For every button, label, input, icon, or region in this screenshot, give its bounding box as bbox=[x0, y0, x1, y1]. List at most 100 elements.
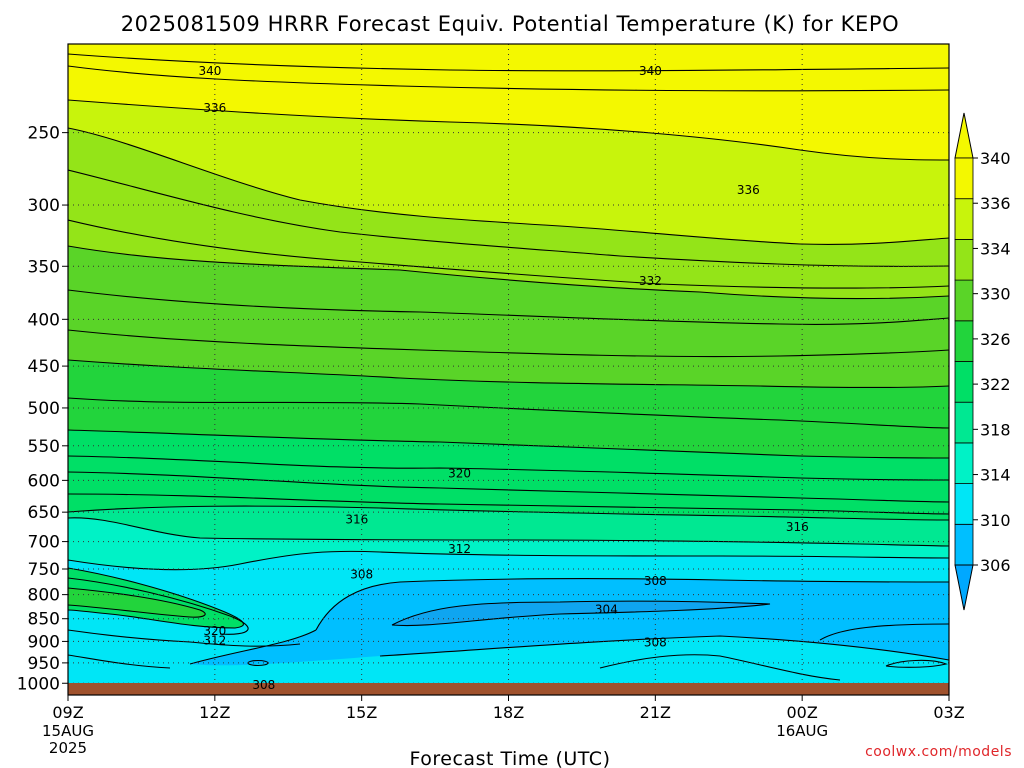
contour-line bbox=[68, 65, 949, 92]
contour-line bbox=[68, 505, 949, 521]
y-tick-label: 750 bbox=[28, 560, 60, 580]
contour-line bbox=[189, 629, 317, 665]
colorbar-label: 326 bbox=[980, 330, 1011, 349]
y-axis: 2503003504004505005506006507007508008509… bbox=[17, 124, 68, 694]
contour-label-text: 340 bbox=[639, 64, 662, 78]
colorbar-swatch bbox=[954, 279, 974, 322]
y-tick-label: 450 bbox=[28, 357, 60, 377]
terrain bbox=[68, 683, 949, 695]
contour-label-text: 308 bbox=[644, 636, 667, 650]
x-tick-label: 18Z bbox=[493, 703, 524, 722]
contour-label: 340 bbox=[198, 64, 221, 78]
contour-line bbox=[885, 659, 948, 668]
contour-label: 320 bbox=[448, 467, 471, 481]
contour-label: 316 bbox=[786, 520, 809, 534]
colorbar-label: 336 bbox=[980, 194, 1011, 213]
contour-line bbox=[68, 329, 949, 358]
contour-line bbox=[315, 578, 949, 631]
contour-line bbox=[819, 623, 949, 641]
colorbar-label: 322 bbox=[980, 375, 1011, 394]
x-tick-label: 00Z bbox=[787, 703, 818, 722]
contour-label-text: 312 bbox=[203, 634, 226, 648]
contour-line bbox=[68, 550, 949, 571]
contour-line bbox=[379, 635, 949, 661]
colorbar-label: 306 bbox=[980, 556, 1011, 575]
contour-line bbox=[68, 493, 949, 515]
contour-line bbox=[68, 289, 949, 325]
x-tick-sublabel: 16AUG bbox=[776, 722, 828, 740]
contour-line bbox=[68, 169, 949, 267]
contour-line bbox=[68, 127, 949, 245]
band-306 bbox=[190, 578, 949, 666]
x-tick-label: 09Z bbox=[52, 703, 83, 722]
contour-label: 332 bbox=[639, 274, 662, 288]
contour-label: 304 bbox=[595, 602, 618, 616]
colorbar-label: 330 bbox=[980, 285, 1011, 304]
y-tick-label: 700 bbox=[28, 533, 60, 553]
contour-line bbox=[68, 587, 206, 618]
x-tick-sublabel: 15AUG bbox=[42, 722, 94, 740]
contour-label: 308 bbox=[644, 574, 667, 588]
contour-line bbox=[68, 455, 949, 481]
y-tick-label: 550 bbox=[28, 437, 60, 457]
contour-fill bbox=[68, 44, 949, 695]
y-tick-label: 300 bbox=[28, 196, 60, 216]
colorbar-swatch bbox=[954, 361, 974, 403]
colorbar-swatch bbox=[954, 198, 974, 240]
contour-line bbox=[68, 471, 949, 503]
y-tick-label: 250 bbox=[28, 124, 60, 144]
contour-label-text: 312 bbox=[448, 542, 471, 556]
y-tick-label: 1000 bbox=[17, 674, 60, 694]
contour-label-text: 316 bbox=[786, 520, 809, 534]
colorbar-label: 314 bbox=[980, 466, 1011, 485]
colorbar-label: 310 bbox=[980, 511, 1011, 530]
y-tick-label: 950 bbox=[28, 654, 60, 674]
contour-label-text: 304 bbox=[595, 602, 618, 616]
contour-line bbox=[68, 99, 949, 161]
colorbar: 340 336 334 330 326 322 318 314 310 306 bbox=[954, 112, 1011, 611]
contour-label-text: 320 bbox=[448, 467, 471, 481]
contour-label: 340 bbox=[639, 64, 662, 78]
colorbar-bottom-arrow bbox=[954, 564, 974, 611]
contour-line bbox=[68, 629, 301, 647]
colorbar-swatch bbox=[954, 320, 974, 362]
y-tick-label: 900 bbox=[28, 632, 60, 652]
y-tick-label: 400 bbox=[28, 310, 60, 330]
x-tick-label: 12Z bbox=[199, 703, 230, 722]
contour-label: 312 bbox=[448, 542, 471, 556]
colorbar-swatch bbox=[954, 483, 974, 525]
y-tick-label: 600 bbox=[28, 471, 60, 491]
chart-title: 2025081509 HRRR Forecast Equiv. Potentia… bbox=[121, 12, 900, 36]
warm-nose-left-inner bbox=[68, 588, 206, 618]
contour-label-text: 332 bbox=[639, 274, 662, 288]
colorbar-swatch bbox=[954, 401, 974, 444]
contour-line bbox=[68, 567, 244, 629]
contour-line bbox=[68, 517, 949, 547]
y-tick-label: 800 bbox=[28, 586, 60, 606]
contour-lines bbox=[68, 53, 949, 681]
y-tick-label: 650 bbox=[28, 503, 60, 523]
contour-line bbox=[68, 577, 249, 635]
y-tick-label: 500 bbox=[28, 399, 60, 419]
contour-line bbox=[68, 654, 171, 669]
colorbar-top-arrow bbox=[954, 112, 974, 159]
credit-text: coolwx.com/models bbox=[865, 744, 1012, 760]
colorbar-swatch bbox=[954, 442, 974, 484]
colorbar-label: 318 bbox=[980, 420, 1011, 439]
contour-label: 308 bbox=[252, 678, 275, 692]
contour-line bbox=[68, 219, 949, 289]
x-tick-sublabel: 2025 bbox=[49, 739, 87, 757]
x-tick-label: 03Z bbox=[933, 703, 964, 722]
contour-label: 308 bbox=[350, 567, 373, 581]
colorbar-swatch bbox=[954, 157, 974, 200]
x-axis-label: Forecast Time (UTC) bbox=[410, 748, 611, 768]
contour-line bbox=[68, 397, 949, 429]
contour-label-text: 308 bbox=[252, 678, 275, 692]
contour-label: 316 bbox=[345, 512, 368, 526]
contour-line bbox=[68, 53, 949, 72]
contour-label: 320 bbox=[203, 624, 226, 638]
contour-label: 336 bbox=[737, 183, 760, 197]
